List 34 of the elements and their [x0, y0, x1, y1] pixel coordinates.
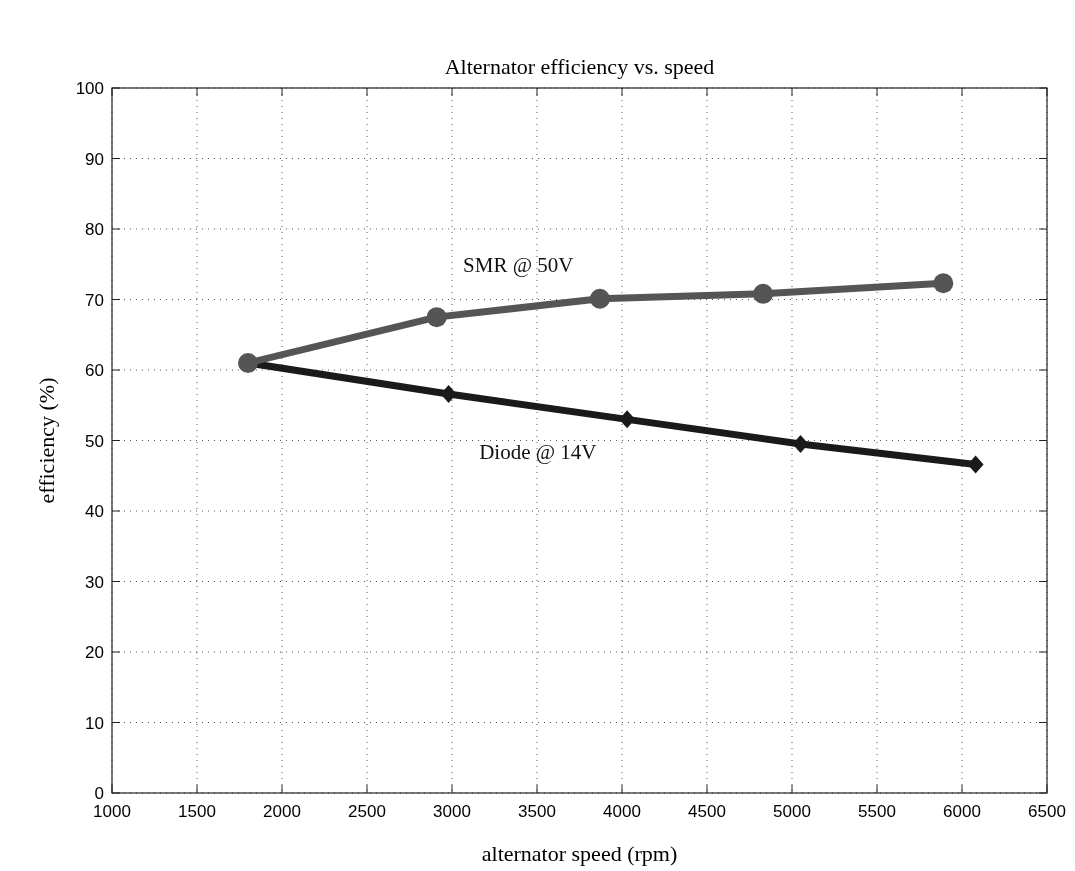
y-tick-label: 10 — [85, 713, 104, 733]
x-tick-label: 5500 — [858, 802, 896, 821]
x-tick-label: 2500 — [348, 802, 386, 821]
x-tick-label: 3000 — [433, 802, 471, 821]
x-tick-label: 2000 — [263, 802, 301, 821]
x-tick-label: 4500 — [688, 802, 726, 821]
y-tick-label: 40 — [85, 502, 104, 521]
y-tick-label: 0 — [94, 784, 104, 803]
y-tick-label: 80 — [85, 220, 104, 239]
y-tick-label: 60 — [85, 361, 104, 380]
y-tick-label: 100 — [75, 79, 104, 98]
chart-title: Alternator efficiency vs. speed — [444, 54, 715, 79]
point — [753, 283, 774, 304]
point — [933, 273, 954, 294]
x-axis-title: alternator speed (rpm) — [481, 841, 678, 866]
point — [440, 384, 457, 403]
point — [792, 435, 809, 454]
x-tick-label: 3500 — [518, 802, 556, 821]
x-tick-label: 6000 — [943, 802, 981, 821]
y-tick-label: 90 — [85, 149, 104, 169]
x-tick-label: 1500 — [178, 802, 216, 821]
y-tick-label: 20 — [85, 643, 104, 662]
x-tick-label: 5000 — [773, 802, 811, 821]
series-label: SMR @ 50V — [463, 252, 574, 277]
y-tick-label: 50 — [85, 431, 104, 451]
x-tick-label: 1000 — [93, 802, 131, 821]
series-label: Diode @ 14V — [479, 439, 597, 464]
x-tick-label: 4000 — [603, 802, 641, 821]
y-tick-label: 30 — [85, 572, 104, 592]
x-tick-label: 6500 — [1028, 802, 1066, 821]
point — [589, 288, 610, 309]
y-tick-label: 70 — [85, 290, 104, 310]
y-axis-title: efficiency (%) — [34, 377, 59, 504]
point — [426, 307, 447, 328]
